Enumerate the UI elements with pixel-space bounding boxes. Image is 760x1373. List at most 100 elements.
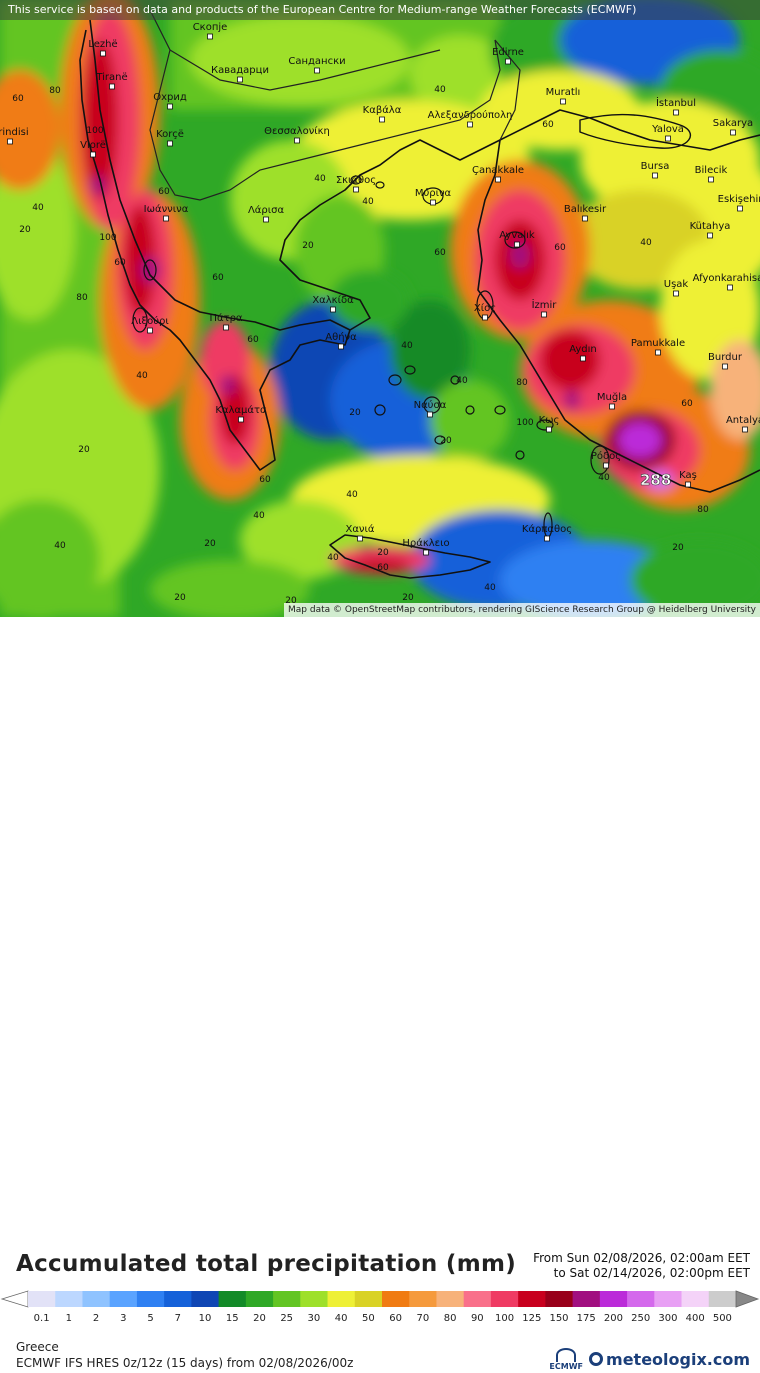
- city-marker[interactable]: Сандански: [288, 56, 346, 74]
- city-marker[interactable]: Кавадарци: [211, 65, 269, 83]
- city-marker[interactable]: Uşak: [664, 279, 689, 297]
- ecmwf-logo-text: ECMWF: [549, 1361, 584, 1371]
- scale-tick-label: 80: [444, 1313, 457, 1324]
- contour-label: 20: [285, 596, 297, 606]
- city-label: Vlorë: [80, 140, 106, 151]
- city-marker[interactable]: Χανιά: [345, 523, 375, 542]
- scale-tick-label: 60: [389, 1313, 402, 1324]
- city-marker[interactable]: Çanakkale: [472, 165, 524, 183]
- coastlines: [79, 19, 760, 579]
- city-label: Eskişehir: [718, 194, 760, 205]
- city-dot-icon: [207, 33, 213, 40]
- meteologix-logo[interactable]: meteologix.com: [589, 1350, 750, 1369]
- scale-swatch: [327, 1291, 356, 1307]
- city-marker[interactable]: İzmir: [532, 298, 558, 318]
- scale-tick-label: 2: [93, 1313, 99, 1324]
- contour-label: 20: [78, 445, 90, 455]
- city-marker[interactable]: Ηράκλειο: [402, 537, 450, 556]
- city-marker[interactable]: Bursa: [641, 161, 670, 179]
- contour-label: 40: [32, 203, 44, 213]
- city-marker[interactable]: Muratlı: [546, 87, 581, 105]
- color-scale: 0.1 1 2 3 5 7 10 15 20 25 30 40 50 60 70 80 90 100 125 150 1…: [0, 1287, 760, 1327]
- city-dot-icon: [546, 426, 552, 433]
- city-marker[interactable]: Αλεξανδρούπολη: [428, 109, 513, 128]
- city-dot-icon: [423, 549, 429, 556]
- city-marker[interactable]: Καβάλα: [363, 104, 402, 123]
- city-marker[interactable]: Σκιάθος: [336, 174, 376, 193]
- city-marker[interactable]: Balıkesir: [564, 204, 607, 222]
- scale-swatch: [490, 1291, 519, 1307]
- city-dot-icon: [505, 58, 511, 65]
- scale-swatch: [109, 1291, 138, 1307]
- city-marker[interactable]: Brindisi: [0, 127, 29, 145]
- scale-tick-label: 250: [631, 1313, 650, 1324]
- city-marker[interactable]: Χίος: [474, 302, 496, 321]
- scale-swatch: [409, 1291, 437, 1307]
- city-marker[interactable]: Antalya: [726, 415, 760, 433]
- city-marker[interactable]: Θεσσαλονίκη: [264, 125, 330, 144]
- city-markers: Скопје Lezhë Tiranë Кавадарци Сандански Edirn…: [0, 21, 760, 556]
- contour-label: 60: [114, 258, 126, 268]
- city-label: Uşak: [664, 279, 689, 290]
- city-marker[interactable]: Afyonkarahisar: [693, 273, 760, 291]
- city-label: Kütahya: [690, 221, 731, 232]
- contour-label: 20: [302, 241, 314, 251]
- city-label: Ayvalık: [499, 230, 535, 241]
- city-marker[interactable]: Λιξούρι: [131, 315, 169, 334]
- city-marker[interactable]: Καλαμάτα: [215, 404, 267, 423]
- city-marker[interactable]: Αθήνα: [325, 331, 357, 350]
- city-marker[interactable]: Muğla: [597, 391, 627, 410]
- scale-swatch: [300, 1291, 329, 1307]
- city-dot-icon: [730, 129, 736, 136]
- city-marker[interactable]: İstanbul: [656, 96, 696, 116]
- city-label: Охрид: [153, 92, 187, 103]
- scale-swatch: [218, 1291, 247, 1307]
- city-marker[interactable]: Bilecik: [695, 165, 728, 183]
- city-marker[interactable]: Ρόδος: [591, 450, 621, 469]
- city-marker[interactable]: Охрид: [153, 92, 187, 110]
- city-marker[interactable]: Yalova: [651, 124, 684, 142]
- city-marker[interactable]: Aydın: [569, 344, 597, 362]
- scale-tick-label: 20: [253, 1313, 266, 1324]
- city-marker[interactable]: Μύρινα: [415, 187, 452, 206]
- city-marker[interactable]: Скопје: [193, 21, 228, 40]
- city-label: Ναύσα: [414, 399, 447, 411]
- city-marker[interactable]: Κως: [539, 415, 560, 433]
- city-marker[interactable]: Ayvalık: [499, 230, 535, 248]
- city-marker[interactable]: Kaş: [679, 470, 697, 488]
- precipitation-map[interactable]: 60 80 100 40 20 60 100 80 40 20 40 60 40 20 20 40 60 40 40…: [0, 0, 760, 617]
- map-attribution[interactable]: Map data © OpenStreetMap contributors, r…: [284, 603, 760, 617]
- contour-label: 40: [327, 553, 339, 563]
- max-precipitation-label: 288: [640, 471, 671, 489]
- contour-label: 40: [640, 238, 652, 248]
- city-marker[interactable]: Edirne: [492, 47, 524, 65]
- city-marker[interactable]: Vlorë: [80, 140, 106, 158]
- city-label: Kaş: [679, 470, 697, 481]
- city-marker[interactable]: Pamukkale: [631, 338, 685, 356]
- city-label: Lezhë: [88, 39, 117, 50]
- city-label: Κάρπαθος: [522, 523, 572, 535]
- city-marker[interactable]: Sakarya: [713, 118, 753, 136]
- scale-swatch: [681, 1291, 710, 1307]
- city-marker[interactable]: Korçë: [156, 129, 184, 147]
- city-marker[interactable]: Kütahya: [690, 221, 731, 239]
- city-marker[interactable]: Πάτρα: [209, 312, 243, 331]
- city-dot-icon: [167, 140, 173, 147]
- city-marker[interactable]: Ιωάννινα: [144, 203, 189, 222]
- city-marker[interactable]: Eskişehir: [718, 194, 760, 212]
- city-marker[interactable]: Χαλκίδα: [312, 294, 354, 313]
- city-dot-icon: [467, 121, 473, 128]
- city-marker[interactable]: Burdur: [708, 352, 743, 370]
- scale-tick-label: 200: [604, 1313, 623, 1324]
- contour-label: 20: [204, 539, 216, 549]
- city-marker[interactable]: Ναύσα: [414, 399, 447, 418]
- city-marker[interactable]: Κάρπαθος: [522, 523, 572, 542]
- city-marker[interactable]: Tiranë: [95, 72, 128, 90]
- city-dot-icon: [223, 324, 229, 331]
- scale-tick-label: 100: [495, 1313, 514, 1324]
- city-label: Edirne: [492, 47, 524, 58]
- city-marker[interactable]: Lezhë: [88, 39, 118, 57]
- scale-tick-label: 1: [66, 1313, 72, 1324]
- city-dot-icon: [100, 50, 106, 57]
- city-marker[interactable]: Λάρισα: [248, 204, 285, 223]
